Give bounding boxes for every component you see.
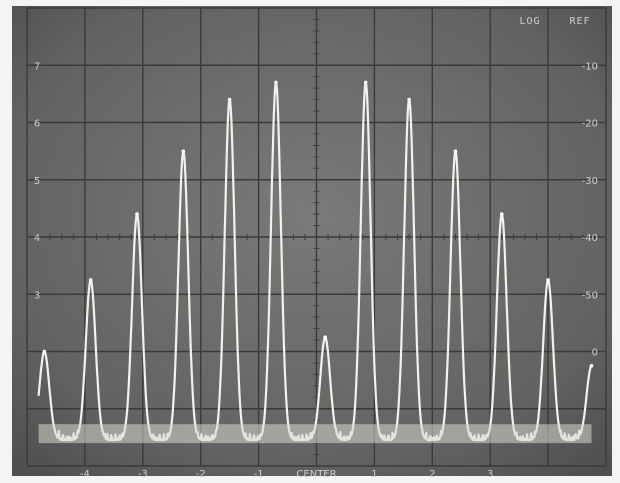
y-right-tick-label: -20 bbox=[582, 119, 598, 130]
x-tick-label: 1 bbox=[371, 469, 377, 480]
y-left-tick-label: 3 bbox=[34, 290, 40, 301]
y-left-tick-label: 6 bbox=[34, 119, 40, 130]
y-right-tick-label: -10 bbox=[582, 61, 598, 72]
peak-point bbox=[499, 212, 504, 216]
screen-background bbox=[12, 6, 612, 476]
x-tick-label: -2 bbox=[196, 469, 206, 480]
graticule bbox=[26, 7, 607, 467]
y-left-tick-label: 7 bbox=[34, 61, 40, 72]
peak-point bbox=[227, 97, 232, 102]
peak-point bbox=[546, 278, 550, 282]
peak-point bbox=[407, 97, 411, 102]
peak-point bbox=[453, 149, 458, 153]
x-tick-label: -3 bbox=[138, 469, 148, 480]
x-tick-label: -4 bbox=[80, 469, 90, 480]
ref-label: REF bbox=[569, 16, 590, 27]
peak-point bbox=[135, 212, 139, 216]
x-tick-label: 3 bbox=[487, 469, 493, 480]
log-label: LOG bbox=[519, 16, 540, 27]
y-right-tick-label: 0 bbox=[592, 348, 598, 359]
y-right-tick-label: -50 bbox=[582, 290, 598, 301]
noise-floor-band bbox=[38, 424, 592, 444]
spectrum-trace bbox=[37, 81, 593, 444]
peak-point bbox=[88, 278, 93, 282]
peak-point bbox=[363, 80, 368, 85]
peak-point bbox=[323, 335, 327, 339]
graticule-labels: -4 -3 -2 -1 CENTER 1 2 3 7 6 5 4 3 -10 -20 -30 -40 -50 0 LO… bbox=[34, 16, 598, 480]
x-tick-label: CENTER bbox=[296, 469, 336, 480]
x-tick-label: 2 bbox=[429, 469, 435, 480]
peak-point bbox=[589, 364, 594, 368]
y-right-tick-label: -40 bbox=[582, 233, 598, 244]
x-tick-label: -1 bbox=[254, 469, 264, 480]
y-left-tick-label: 4 bbox=[34, 233, 40, 244]
y-right-tick-label: -30 bbox=[582, 176, 598, 187]
peak-point bbox=[42, 349, 47, 354]
peak-point bbox=[274, 80, 278, 85]
spectrum-peaks bbox=[42, 80, 594, 368]
peak-point bbox=[181, 149, 186, 153]
y-left-tick-label: 5 bbox=[34, 176, 40, 187]
